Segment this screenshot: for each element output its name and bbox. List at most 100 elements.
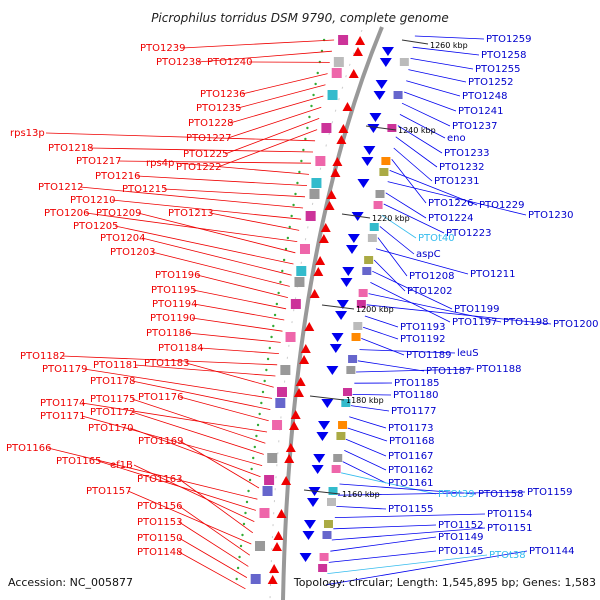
gene-label[interactable]: PTO1152 (438, 520, 483, 531)
gene-label[interactable]: PTO1229 (479, 200, 524, 211)
gene-label[interactable]: PTO1156 (137, 501, 182, 512)
gene-label[interactable]: PTO1176 (138, 392, 183, 403)
gene-label[interactable]: PTO1153 (137, 517, 182, 528)
gene-label[interactable]: PTO1145 (438, 546, 483, 557)
gene-label[interactable]: PTO1182 (20, 351, 65, 362)
gene-label[interactable]: PTO1252 (468, 77, 513, 88)
gene-label[interactable]: PTO1157 (86, 486, 131, 497)
rna-label[interactable]: PTOt38 (489, 550, 526, 561)
gene-label[interactable]: PTO1205 (73, 221, 118, 232)
gene-label[interactable]: PTO1155 (388, 504, 433, 515)
gene-label[interactable]: PTO1217 (76, 156, 121, 167)
gene-label[interactable]: PTO1150 (137, 533, 182, 544)
gene-label[interactable]: ef1B (110, 460, 133, 471)
gene-label[interactable]: PTO1187 (426, 366, 471, 377)
gene-label[interactable]: PTO1170 (88, 423, 133, 434)
gene-label[interactable]: PTO1184 (158, 343, 203, 354)
rna-label[interactable]: PTOt40 (418, 233, 455, 244)
gene-label[interactable]: PTO1166 (6, 443, 51, 454)
gene-label[interactable]: PTO1173 (388, 423, 433, 434)
gene-label[interactable]: PTO1212 (38, 182, 83, 193)
gene-label[interactable]: PTO1238 (156, 57, 201, 68)
gene-label[interactable]: PTO1209 (96, 208, 141, 219)
gene-label[interactable]: PTO1259 (486, 34, 531, 45)
gene-label[interactable]: PTO1194 (152, 299, 197, 310)
gene-label[interactable]: PTO1188 (476, 364, 521, 375)
gene-label[interactable]: PTO1163 (137, 474, 182, 485)
gene-label[interactable]: PTO1210 (70, 195, 115, 206)
gene-label[interactable]: PTO1202 (407, 286, 452, 297)
gene-label[interactable]: PTO1183 (144, 358, 189, 369)
gene-label[interactable]: PTO1154 (487, 509, 532, 520)
gene-label[interactable]: PTO1233 (444, 148, 489, 159)
gene-label[interactable]: PTO1193 (400, 322, 445, 333)
gene-label[interactable]: PTO1248 (462, 91, 507, 102)
gene-label[interactable]: PTO1185 (394, 378, 439, 389)
gene-label[interactable]: PTO1174 (40, 398, 85, 409)
gene-label[interactable]: PTO1240 (207, 57, 252, 68)
gene-label[interactable]: PTO1161 (388, 478, 433, 489)
gene-label[interactable]: PTO1241 (458, 106, 503, 117)
gene-label[interactable]: PTO1213 (168, 208, 213, 219)
gene-label[interactable]: PTO1227 (186, 133, 231, 144)
gene-label[interactable]: PTO1144 (529, 546, 574, 557)
gene-label[interactable]: PTO1179 (42, 364, 87, 375)
gene-label[interactable]: PTO1216 (95, 171, 140, 182)
gene-label[interactable]: PTO1189 (406, 350, 451, 361)
gene-label[interactable]: PTO1239 (140, 43, 185, 54)
gene-label[interactable]: PTO1206 (44, 208, 89, 219)
gene-label[interactable]: PTO1192 (400, 334, 445, 345)
gene-label[interactable]: PTO1211 (470, 269, 515, 280)
gene-label[interactable]: PTO1162 (388, 465, 433, 476)
gene-label[interactable]: PTO1175 (90, 394, 135, 405)
gene-label[interactable]: PTO1165 (56, 456, 101, 467)
rna-label[interactable]: PTOt39 (438, 489, 475, 500)
gene-label[interactable]: PTO1168 (389, 436, 434, 447)
gene-label[interactable]: PTO1171 (40, 411, 85, 422)
gene-label[interactable]: PTO1158 (478, 489, 523, 500)
gene-label[interactable]: aspC (416, 249, 441, 260)
gene-label[interactable]: PTO1231 (434, 176, 479, 187)
gene-label[interactable]: PTO1223 (446, 228, 491, 239)
gene-label[interactable]: PTO1197 (452, 317, 497, 328)
gene-label[interactable]: PTO1199 (454, 304, 499, 315)
gene-label[interactable]: PTO1190 (150, 313, 195, 324)
gene-label[interactable]: PTO1180 (393, 390, 438, 401)
gene-label[interactable]: PTO1169 (138, 436, 183, 447)
gene-label[interactable]: PTO1225 (183, 149, 228, 160)
gene-label[interactable]: PTO1235 (196, 103, 241, 114)
gene-label[interactable]: PTO1230 (528, 210, 573, 221)
gene-label[interactable]: PTO1228 (188, 118, 233, 129)
gene-label[interactable]: PTO1149 (438, 532, 483, 543)
gene-label[interactable]: PTO1236 (200, 89, 245, 100)
gene-label[interactable]: PTO1172 (90, 407, 135, 418)
gene-label[interactable]: rps4p (146, 158, 174, 169)
gene-label[interactable]: PTO1186 (146, 328, 191, 339)
gene-label[interactable]: PTO1203 (110, 247, 155, 258)
gene-label[interactable]: PTO1198 (503, 317, 548, 328)
gene-label[interactable]: PTO1204 (100, 233, 145, 244)
gene-label[interactable]: rps13p (10, 128, 45, 139)
gene-label[interactable]: PTO1215 (122, 184, 167, 195)
gene-label[interactable]: PTO1232 (439, 162, 484, 173)
gene-label[interactable]: PTO1218 (48, 143, 93, 154)
gene-label[interactable]: PTO1224 (428, 213, 473, 224)
gene-label[interactable]: PTO1148 (137, 547, 182, 558)
gene-label[interactable]: PTO1208 (409, 271, 454, 282)
gene-label[interactable]: PTO1195 (151, 285, 196, 296)
gene-label[interactable]: PTO1222 (176, 162, 221, 173)
gene-label[interactable]: PTO1237 (452, 121, 497, 132)
gene-label[interactable]: PTO1181 (93, 360, 138, 371)
gene-label[interactable]: PTO1177 (391, 406, 436, 417)
gene-label[interactable]: PTO1255 (475, 64, 520, 75)
gene-label[interactable]: PTO1167 (388, 451, 433, 462)
gene-label[interactable]: PTO1178 (90, 376, 135, 387)
gene-label[interactable]: PTO1200 (553, 319, 598, 330)
gene-label[interactable]: PTO1258 (481, 50, 526, 61)
gene-label[interactable]: PTO1226 (428, 198, 473, 209)
gene-label[interactable]: PTO1159 (527, 487, 572, 498)
gene-label[interactable]: PTO1196 (155, 270, 200, 281)
gene-label[interactable]: PTO1151 (487, 523, 532, 534)
gene-label[interactable]: leuS (457, 348, 479, 359)
gene-label[interactable]: eno (447, 133, 466, 144)
